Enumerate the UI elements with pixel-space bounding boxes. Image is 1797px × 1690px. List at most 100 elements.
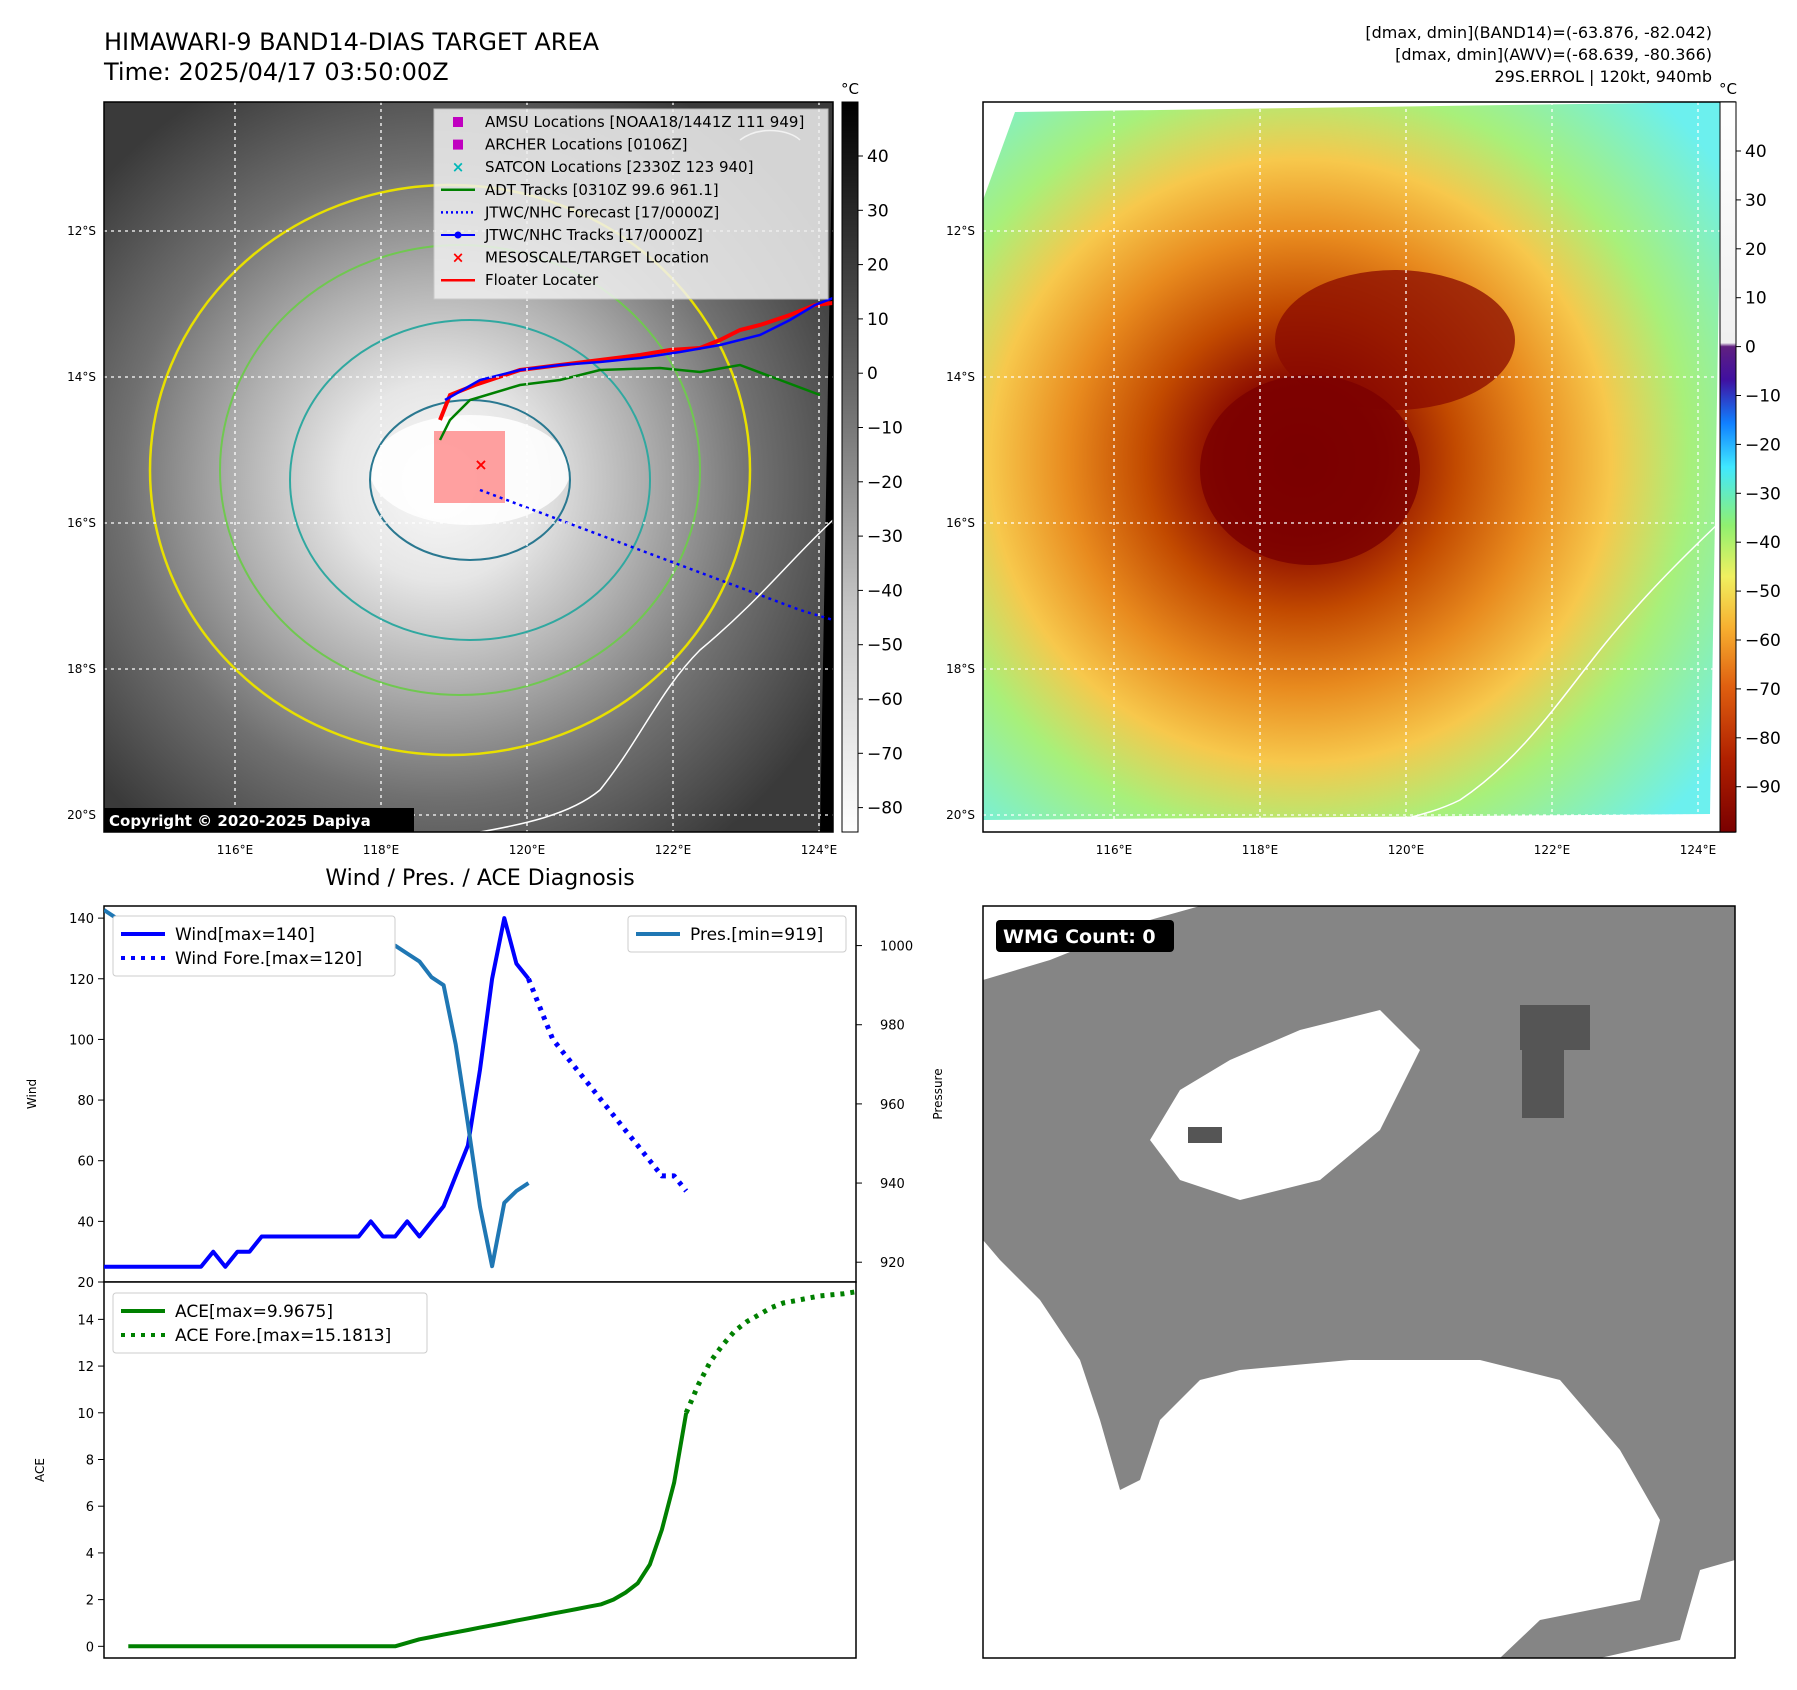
- lat-label: 14°S: [946, 370, 975, 384]
- map-legend-item: × SATCON Locations [2330Z 123 940]: [452, 158, 754, 176]
- map2-lon-labels: 116°E 118°E 120°E 122°E 124°E: [1096, 843, 1717, 857]
- legend-label: ACE[max=9.9675]: [175, 1302, 333, 1322]
- target-marker: ×: [474, 455, 487, 474]
- floater-locater: [438, 301, 833, 421]
- colorbar-tick: −60: [1745, 631, 1781, 651]
- colorbar-left-unit: °C: [841, 80, 859, 98]
- colorbar-tick: 40: [1745, 142, 1767, 162]
- x-marker: ×: [452, 249, 465, 267]
- colorbar-left: °C 40 30 20 10 0 −10 −20 −30 −40 −50 −60 −70 −80: [841, 80, 903, 833]
- contour-inner: [289, 319, 651, 641]
- y-tick-label: 0: [86, 1640, 94, 1655]
- legend-label: Pres.[min=919]: [690, 925, 823, 945]
- colorbar-right-unit: °C: [1719, 80, 1737, 98]
- colorbar-tick: −70: [867, 744, 903, 764]
- map-legend-item: JTWC/NHC Tracks [17/0000Z]: [441, 226, 703, 244]
- colorbar-tick: −80: [1745, 729, 1781, 749]
- y-tick-label: 100: [69, 1033, 94, 1048]
- jtwc-forecast: [479, 488, 833, 622]
- lon-label: 124°E: [801, 843, 838, 857]
- map-legend-label: AMSU Locations [NOAA18/1441Z 111 949]: [485, 113, 804, 131]
- y-tick-label: 12: [77, 1360, 94, 1375]
- map-legend-item: ADT Tracks [0310Z 99.6 961.1]: [441, 181, 719, 199]
- colorbar-tick: −90: [1745, 778, 1781, 798]
- square-marker: [453, 139, 463, 150]
- map-legend-label: ADT Tracks [0310Z 99.6 961.1]: [485, 181, 719, 199]
- pressure-legend: Pres.[min=919]: [627, 915, 847, 953]
- lat-label: 16°S: [946, 516, 975, 530]
- y-tick-label: 960: [880, 1098, 905, 1113]
- map-legend-label: ARCHER Locations [0106Z]: [485, 136, 688, 154]
- figure-time: Time: 2025/04/17 03:50:00Z: [103, 58, 449, 86]
- wind-line: [104, 916, 531, 1269]
- ace-line: [128, 1412, 689, 1649]
- colorbar-tick: 0: [867, 364, 878, 384]
- lon-label: 116°E: [1096, 843, 1133, 857]
- y-tick-label: 80: [77, 1094, 94, 1109]
- map2-lat-labels: 12°S 14°S 16°S 18°S 20°S: [946, 224, 975, 822]
- lat-label: 16°S: [67, 516, 96, 530]
- colorbar-tick: 30: [867, 201, 889, 221]
- colorbar-tick: 20: [1745, 240, 1767, 260]
- y-tick-label: 10: [77, 1407, 94, 1422]
- map-legend-label: MESOSCALE/TARGET Location: [485, 249, 709, 267]
- ace-y-ticks: 0 2 4 6 8 10 12 14: [77, 1313, 104, 1655]
- ace-ylabel: ACE: [33, 1458, 47, 1482]
- map-legend-label: SATCON Locations [2330Z 123 940]: [485, 158, 753, 176]
- diagnosis-title: Wind / Pres. / ACE Diagnosis: [325, 866, 634, 891]
- y-tick-label: 6: [86, 1500, 94, 1515]
- y-tick-label: 940: [880, 1177, 905, 1192]
- stats-storm: 29S.ERROL | 120kt, 940mb: [1494, 67, 1712, 86]
- lat-label: 18°S: [67, 662, 96, 676]
- lat-label: 12°S: [946, 224, 975, 238]
- colorbar-tick: −60: [867, 690, 903, 710]
- wmg-panel: WMG Count: 0: [982, 905, 1736, 1659]
- pressure-y-ticks: 920 940 960 980 1000: [856, 940, 913, 1271]
- colorbar-tick: 10: [1745, 289, 1767, 309]
- lat-label: 14°S: [67, 370, 96, 384]
- stats-awv: [dmax, dmin](AWV)=(-68.639, -80.366): [1395, 45, 1712, 64]
- lon-label: 118°E: [1242, 843, 1279, 857]
- y-tick-label: 2: [86, 1594, 94, 1609]
- wind-y-ticks: 20 40 60 80 100 120 140: [69, 912, 104, 1291]
- map-legend-label: Floater Locater: [485, 271, 599, 289]
- lat-label: 18°S: [946, 662, 975, 676]
- lat-label: 20°S: [67, 808, 96, 822]
- coastline: [479, 519, 833, 832]
- dot-marker: [454, 231, 462, 239]
- figure-title: HIMAWARI-9 BAND14-DIAS TARGET AREA: [104, 28, 600, 56]
- colorbar-tick: −10: [1745, 387, 1781, 407]
- y-tick-label: 20: [77, 1276, 94, 1291]
- wmg-count: WMG Count: 0: [1003, 926, 1156, 948]
- map-legend-label: JTWC/NHC Tracks [17/0000Z]: [484, 226, 703, 244]
- colorbar-tick: −30: [1745, 484, 1781, 504]
- colorbar-tick: −50: [1745, 582, 1781, 602]
- y-tick-label: 14: [77, 1313, 94, 1328]
- adt-tracks: [438, 363, 821, 441]
- y-tick-label: 920: [880, 1256, 905, 1271]
- y-tick-label: 120: [69, 973, 94, 988]
- colorbar-right: °C 40 30 20 10 0 −10 −20 −30 −40 −50 −60 −70 −80 −90: [1719, 80, 1781, 833]
- copyright: Copyright © 2020-2025 Dapiya: [109, 812, 371, 830]
- map-legend-item: AMSU Locations [NOAA18/1441Z 111 949]: [453, 113, 804, 131]
- target-box: [434, 431, 505, 503]
- y-tick-label: 1000: [880, 940, 913, 955]
- legend-label: Wind Fore.[max=120]: [175, 949, 362, 969]
- colorbar-tick: 30: [1745, 191, 1767, 211]
- map-legend-item: Floater Locater: [441, 271, 599, 289]
- y-tick-label: 40: [77, 1215, 94, 1230]
- lat-label: 20°S: [946, 808, 975, 822]
- colorbar-tick: −20: [867, 473, 903, 493]
- lon-label: 122°E: [1534, 843, 1571, 857]
- map1-lat-labels: 12°S 14°S 16°S 18°S 20°S: [67, 224, 96, 822]
- colorbar-tick: −70: [1745, 680, 1781, 700]
- map-legend: AMSU Locations [NOAA18/1441Z 111 949] ARC…: [433, 108, 829, 300]
- lat-label: 12°S: [67, 224, 96, 238]
- wind-legend: Wind[max=140] Wind Fore.[max=120]: [112, 915, 396, 977]
- colorbar-tick: −80: [867, 799, 903, 819]
- wind-ylabel: Wind: [25, 1079, 39, 1109]
- y-tick-label: 140: [69, 912, 94, 927]
- x-marker: ×: [452, 158, 465, 176]
- legend-label: Wind[max=140]: [175, 925, 315, 945]
